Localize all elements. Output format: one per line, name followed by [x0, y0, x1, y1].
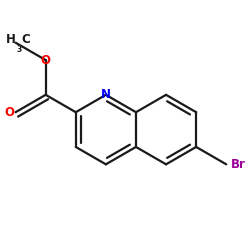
Text: 3: 3: [16, 44, 22, 54]
Text: N: N: [101, 88, 111, 101]
Text: H: H: [6, 34, 16, 46]
Text: C: C: [21, 34, 30, 46]
Text: Br: Br: [231, 158, 246, 171]
Text: O: O: [41, 54, 51, 66]
Text: O: O: [4, 106, 14, 119]
